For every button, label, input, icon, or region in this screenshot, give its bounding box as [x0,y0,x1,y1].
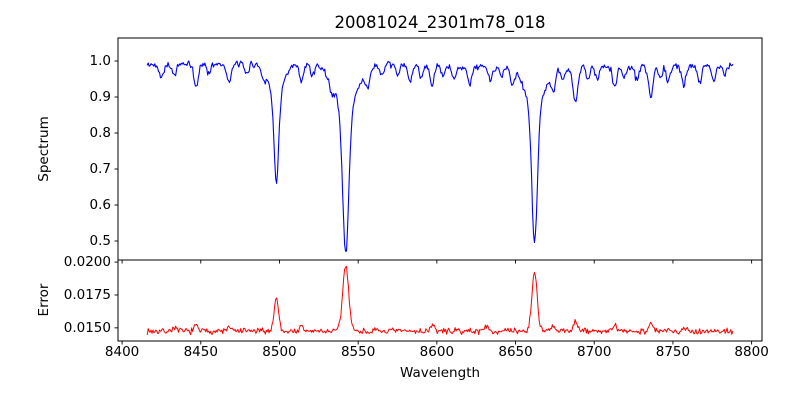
spectrum-y-tick-label: 0.9 [90,89,111,105]
series-layer [146,60,734,336]
spectrum-y-tick-label: 0.8 [90,125,111,141]
chart-title: 20081024_2301m78_018 [334,13,545,33]
spectrum-y-tick-label: 0.7 [90,161,111,177]
x-tick-label: 8400 [105,344,139,360]
spectrum-y-tick-label: 0.5 [90,233,111,249]
axes-layer: 8400 8450 8500 8550 8600 8650 8700 8750 8800 1.0 0… [64,37,769,360]
x-tick-label: 8700 [577,344,611,360]
error-line [146,265,734,336]
y-axis-label-error: Error [36,283,52,316]
x-tick-label: 8650 [498,344,532,360]
x-tick-label: 8750 [656,344,690,360]
x-tick-label: 8500 [262,344,296,360]
error-y-tick-label: 0.0200 [64,254,111,270]
x-tick-label: 8550 [341,344,375,360]
error-y-tick-label: 0.0175 [64,287,111,303]
spectrum-line [146,60,734,252]
x-tick-label: 8450 [184,344,218,360]
x-tick-label: 8800 [734,344,768,360]
spectrum-y-tick-label: 1.0 [90,53,111,69]
spectrum-y-tick-label: 0.6 [90,197,111,213]
x-axis-label: Wavelength [400,365,480,381]
error-panel-border [117,259,763,342]
error-y-tick-label: 0.0150 [64,320,111,336]
x-tick-label: 8600 [420,344,454,360]
y-axis-label-spectrum: Spectrum [36,116,52,181]
